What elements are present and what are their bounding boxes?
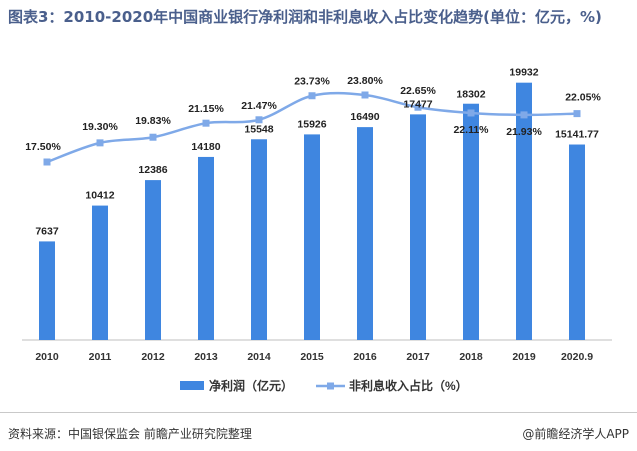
bar-label-2011: 10412 — [85, 190, 114, 202]
x-tick-2013: 2013 — [194, 351, 218, 363]
combo-chart: 7637 10412 12386 14180 15548 15926 16490 17477 1… — [22, 67, 612, 393]
ratio-label-2016: 23.80% — [347, 75, 383, 87]
labels-layer: 7637 10412 12386 14180 15548 15926 16490 17477 1… — [25, 67, 601, 238]
ratio-point-2020.9 — [573, 110, 581, 118]
ratio-label-2010: 17.50% — [25, 141, 61, 153]
footer-divider — [0, 412, 637, 413]
ratio-point-2011 — [96, 139, 104, 147]
chart-title: 图表3：2010-2020年中国商业银行净利润和非利息收入占比变化趋势(单位：亿… — [8, 8, 602, 26]
bar-label-2017: 17477 — [403, 98, 432, 110]
bar-label-2014: 15548 — [244, 123, 273, 135]
x-tick-2017: 2017 — [406, 351, 430, 363]
ratio-label-2017: 22.65% — [400, 85, 436, 97]
ratio-point-2016 — [361, 91, 369, 99]
ratio-point-2017 — [414, 103, 422, 111]
bar-2010 — [39, 241, 55, 340]
bar-label-2010: 7637 — [35, 225, 59, 237]
bar-label-2016: 16490 — [350, 111, 379, 123]
bar-2018 — [463, 103, 479, 340]
ratio-label-2014: 21.47% — [241, 100, 277, 112]
x-tick-2014: 2014 — [247, 351, 271, 363]
ratio-point-2015 — [308, 92, 316, 100]
bar-2019 — [516, 82, 532, 340]
bar-label-2012: 12386 — [138, 164, 167, 176]
bar-label-2019: 19932 — [509, 67, 538, 79]
x-tick-2020.9: 2020.9 — [561, 351, 593, 363]
ratio-label-2020.9: 22.05% — [565, 92, 601, 104]
ratio-point-2013 — [202, 119, 210, 127]
legend: 净利润（亿元） 非利息收入占比（%） — [180, 378, 468, 393]
bar-2013 — [198, 156, 214, 340]
x-tick-2019: 2019 — [512, 351, 536, 363]
bar-2015 — [304, 134, 320, 340]
legend-bar-label: 净利润（亿元） — [209, 378, 293, 393]
ratio-label-2013: 21.15% — [188, 103, 224, 115]
bar-2011 — [92, 205, 108, 340]
bars-layer — [39, 82, 585, 340]
ratio-label-2015: 23.73% — [294, 76, 330, 88]
source-note: 资料来源：中国银保监会 前瞻产业研究院整理 — [8, 427, 252, 441]
ratio-point-2014 — [255, 116, 263, 124]
x-tick-2018: 2018 — [459, 351, 483, 363]
x-tick-2010: 2010 — [35, 351, 59, 363]
bar-2020.9 — [569, 144, 585, 340]
legend-bar-swatch — [180, 381, 204, 390]
bar-2014 — [251, 139, 267, 340]
brand-credit: @前瞻经济学人APP — [522, 427, 629, 441]
bar-label-2015: 15926 — [297, 118, 326, 130]
ratio-label-2019: 21.93% — [506, 126, 542, 138]
ratio-point-2012 — [149, 133, 157, 141]
ratio-point-2010 — [43, 158, 51, 166]
x-ticks: 2010 2011 2012 2013 2014 2015 2016 2017 2018 2019… — [35, 351, 593, 363]
ratio-label-2011: 19.30% — [82, 121, 118, 133]
ratio-point-2019 — [520, 111, 528, 119]
x-tick-2015: 2015 — [300, 351, 324, 363]
bar-2016 — [357, 127, 373, 340]
ratio-label-2018: 22.11% — [453, 124, 489, 136]
ratio-label-2012: 19.83% — [135, 115, 171, 127]
bar-2012 — [145, 180, 161, 340]
bar-label-2020.9: 15141.77 — [555, 129, 599, 141]
bar-label-2018: 18302 — [456, 89, 485, 101]
legend-line-label: 非利息收入占比（%） — [349, 378, 468, 393]
ratio-point-2018 — [467, 109, 475, 117]
x-tick-2011: 2011 — [89, 351, 112, 363]
legend-line-marker — [327, 382, 334, 390]
line-layer — [43, 91, 581, 166]
x-tick-2012: 2012 — [141, 351, 165, 363]
x-tick-2016: 2016 — [353, 351, 377, 363]
bar-2017 — [410, 114, 426, 340]
bar-label-2013: 14180 — [191, 141, 220, 153]
